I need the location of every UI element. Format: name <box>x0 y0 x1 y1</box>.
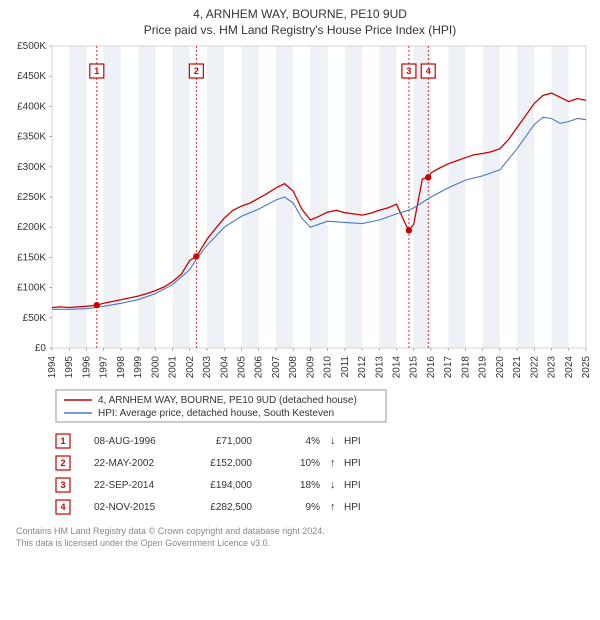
svg-text:£250K: £250K <box>17 192 46 203</box>
svg-text:22-SEP-2014: 22-SEP-2014 <box>94 480 154 491</box>
svg-text:↑: ↑ <box>330 457 336 469</box>
title-address: 4, ARNHEM WAY, BOURNE, PE10 9UD <box>8 6 592 22</box>
svg-text:2000: 2000 <box>150 356 161 379</box>
svg-text:2018: 2018 <box>460 356 471 379</box>
svg-text:4: 4 <box>60 502 65 512</box>
svg-text:18%: 18% <box>300 480 320 491</box>
svg-text:2003: 2003 <box>202 356 213 379</box>
svg-text:£0: £0 <box>35 343 47 354</box>
svg-text:2008: 2008 <box>288 356 299 379</box>
svg-text:£282,500: £282,500 <box>210 502 252 513</box>
svg-text:2016: 2016 <box>426 356 437 379</box>
svg-text:↓: ↓ <box>330 479 336 491</box>
svg-text:↓: ↓ <box>330 435 336 447</box>
svg-text:2002: 2002 <box>185 356 196 379</box>
svg-text:£200K: £200K <box>17 223 46 234</box>
svg-text:4, ARNHEM WAY, BOURNE, PE10 9U: 4, ARNHEM WAY, BOURNE, PE10 9UD (detache… <box>98 395 357 406</box>
svg-text:2020: 2020 <box>495 356 506 379</box>
svg-text:£450K: £450K <box>17 72 46 83</box>
svg-text:1997: 1997 <box>99 356 110 379</box>
svg-text:1: 1 <box>94 66 99 76</box>
svg-text:2014: 2014 <box>392 356 403 379</box>
chart-titles: 4, ARNHEM WAY, BOURNE, PE10 9UD Price pa… <box>8 6 592 38</box>
svg-text:08-AUG-1996: 08-AUG-1996 <box>94 436 156 447</box>
svg-text:2: 2 <box>194 66 199 76</box>
svg-text:£50K: £50K <box>23 313 47 324</box>
svg-text:2021: 2021 <box>512 356 523 379</box>
svg-text:£400K: £400K <box>17 102 46 113</box>
svg-text:2004: 2004 <box>219 356 230 379</box>
svg-text:2010: 2010 <box>323 356 334 379</box>
svg-text:3: 3 <box>60 480 65 490</box>
svg-text:2015: 2015 <box>409 356 420 379</box>
svg-text:10%: 10% <box>300 458 320 469</box>
svg-text:£71,000: £71,000 <box>216 436 253 447</box>
svg-text:£194,000: £194,000 <box>210 480 252 491</box>
svg-text:HPI: HPI <box>344 458 361 469</box>
svg-text:2022: 2022 <box>529 356 540 379</box>
svg-text:4%: 4% <box>306 436 321 447</box>
svg-text:2023: 2023 <box>547 356 558 379</box>
footer-line2: This data is licensed under the Open Gov… <box>16 538 270 548</box>
svg-text:HPI: HPI <box>344 436 361 447</box>
price-chart: £0 £50K £100K £150K £200K £250K £300K £350K £400… <box>8 38 592 614</box>
svg-text:2012: 2012 <box>357 356 368 379</box>
svg-text:2025: 2025 <box>581 356 592 379</box>
svg-text:2011: 2011 <box>340 356 351 378</box>
title-subtitle: Price paid vs. HM Land Registry's House … <box>8 22 592 38</box>
svg-text:3: 3 <box>406 66 411 76</box>
svg-text:£300K: £300K <box>17 162 46 173</box>
svg-text:1995: 1995 <box>64 356 75 379</box>
svg-text:1998: 1998 <box>116 356 127 379</box>
svg-text:4: 4 <box>426 66 431 76</box>
svg-text:1996: 1996 <box>81 356 92 379</box>
footer-line1: Contains HM Land Registry data © Crown c… <box>16 526 325 536</box>
svg-text:2013: 2013 <box>374 356 385 379</box>
svg-text:£100K: £100K <box>17 283 46 294</box>
svg-text:22-MAY-2002: 22-MAY-2002 <box>94 458 154 469</box>
svg-text:2006: 2006 <box>254 356 265 379</box>
svg-text:2: 2 <box>60 458 65 468</box>
svg-text:↑: ↑ <box>330 501 336 513</box>
svg-text:HPI: HPI <box>344 502 361 513</box>
svg-text:£152,000: £152,000 <box>210 458 252 469</box>
svg-text:HPI: HPI <box>344 480 361 491</box>
svg-text:1: 1 <box>60 436 65 446</box>
svg-text:1999: 1999 <box>133 356 144 379</box>
svg-text:2017: 2017 <box>443 356 454 379</box>
svg-text:HPI: Average price, detached h: HPI: Average price, detached house, Sout… <box>98 408 334 419</box>
svg-text:2007: 2007 <box>271 356 282 379</box>
svg-text:9%: 9% <box>306 502 321 513</box>
svg-text:£350K: £350K <box>17 132 46 143</box>
svg-text:2001: 2001 <box>168 356 179 379</box>
svg-text:2019: 2019 <box>478 356 489 379</box>
svg-text:2024: 2024 <box>564 356 575 379</box>
svg-text:2009: 2009 <box>305 356 316 379</box>
svg-text:£500K: £500K <box>17 41 46 52</box>
svg-text:02-NOV-2015: 02-NOV-2015 <box>94 502 156 513</box>
svg-text:£150K: £150K <box>17 253 46 264</box>
svg-text:1994: 1994 <box>47 356 58 379</box>
svg-text:2005: 2005 <box>236 356 247 379</box>
